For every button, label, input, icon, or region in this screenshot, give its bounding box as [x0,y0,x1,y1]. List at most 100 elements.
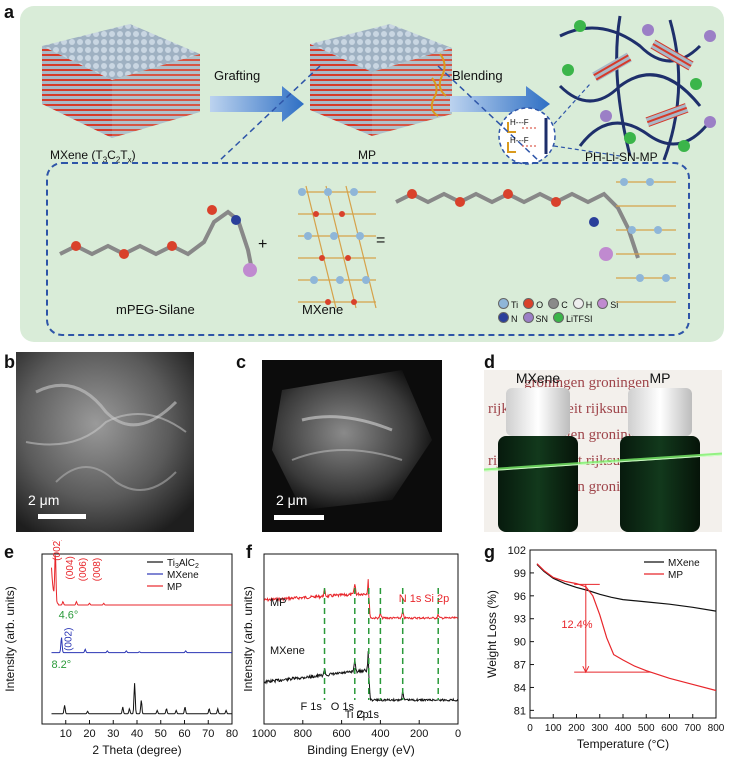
y-tick-label: 87 [514,660,526,672]
peak-label: N 1s [399,593,422,605]
y-tick-label: 81 [514,705,526,717]
legend-swatch [553,312,565,323]
legend-label: MXene [167,570,199,581]
legend-item: Si [597,298,618,312]
legend-label: LiTFSI [566,314,593,324]
panel-b-label: b [4,352,15,372]
legend-label: C [561,300,568,310]
x-tick-label: 50 [155,728,167,740]
tga-chart: 0 100 200 300 400 500 600 700 800 81 84 87 90 93 96 99 1… [485,545,725,751]
y-tick-label: 99 [514,568,526,580]
ph-li-sn-mp-caption: PH-Li-SN-MP [585,150,658,164]
vials-illustration [484,388,722,532]
x-tick-label: 0 [527,723,533,734]
x-tick-label: 300 [591,723,608,734]
mxene-caption: MXene (T3C2Tx) [50,148,136,165]
x-axis-label: Temperature (°C) [577,737,669,751]
x-tick-label: 800 [294,728,312,740]
sem-image-mxene [16,352,194,532]
legend-swatch [572,298,584,309]
series-label-mxene: MXene [270,645,305,657]
mp-caption: MP [358,148,376,162]
legend-label: Ti [511,300,519,310]
mp-angle-label: 4.6° [59,610,79,622]
vial-label-mxene: MXene [515,370,561,386]
vial-photo: groningen groningen rijksuniversiteit rij… [484,370,722,532]
legend-item: LiTFSI [553,312,593,326]
x-tick-label: 1000 [252,728,276,740]
legend-swatch [498,312,509,323]
y-axis-label: Weight Loss (%) [485,590,499,678]
y-axis-label: Intensity (arb. units) [3,586,17,691]
x-axis-label: Binding Energy (eV) [307,743,414,757]
y-axis-label: Intensity (arb. units) [244,586,255,691]
mxene-peak-label: (002) [64,628,75,651]
legend-label: N [511,314,518,324]
molecular-detail-box [46,162,690,336]
plot-frame [263,553,459,725]
mxene-lattice [298,185,377,309]
legend-item: H [572,298,592,312]
xrd-line-ti3alc2 [51,683,232,715]
x-tick-label: 0 [455,728,461,740]
plot-frame [529,549,717,719]
grafting-arrow [210,86,304,122]
legend-item: O [523,298,543,312]
peak-label: Si 2p [424,593,449,605]
y-tick-label: 96 [514,591,526,603]
legend-label: MP [167,582,182,593]
blending-arrow [450,86,550,122]
tga-line-mxene [536,564,717,612]
x-tick-label: 600 [661,723,678,734]
legend-label: SN [535,314,549,324]
peak-label: Ti 2p [345,709,369,721]
legend-swatch [597,298,609,309]
x-tick-label: 500 [638,723,655,734]
molecular-illustrations [59,178,676,309]
legend-swatch [498,298,509,309]
xps-line-mxene [263,651,459,703]
xrd-line-mxene [51,637,232,654]
x-axis-label: 2 Theta (degree) [92,743,181,757]
mxene-stack-illustration [42,24,200,138]
panel-d-label: d [484,352,495,372]
hydrogen-bond-inset [498,107,556,165]
x-tick-label: 600 [332,728,350,740]
mp-stack-illustration [310,24,452,136]
vial-label-mp: MP [649,370,671,386]
mp-peak-label: (004) [65,556,76,579]
x-tick-label: 80 [226,728,238,740]
sem-image-mp [262,360,442,532]
legend-label: Si [610,300,619,310]
scale-bar-c: 2 μm [276,492,308,508]
x-tick-label: 60 [178,728,190,740]
peak-label: O 1s [331,701,355,713]
mpeg-silane-label: mPEG-Silane [116,302,195,317]
x-tick-label: 30 [107,728,119,740]
y-tick-label: 84 [514,682,526,694]
mp-product-molecule [395,178,676,303]
x-tick-label: 200 [568,723,585,734]
legend-label: Ti3AlC2 [167,558,199,570]
panel-a-label: a [4,2,15,22]
y-tick-label: 102 [508,545,526,557]
y-tick-label: 93 [514,614,526,626]
x-tick-label: 400 [371,728,389,740]
mp-peak-label: (008) [92,558,103,581]
plus-sign: + [258,236,268,253]
legend-item: Ti [498,298,518,312]
inset-h2: H---F [510,136,529,145]
x-tick-label: 10 [60,728,72,740]
mp-peak-label: (002) [52,540,63,561]
tga-line-mp [536,563,717,692]
weight-loss-annotation: 12.4% [561,619,592,631]
x-tick-label: 200 [410,728,428,740]
legend-label: O [536,300,544,310]
mpeg-silane-molecule [59,205,257,277]
blending-label: Blending [452,68,503,83]
legend-swatch [522,312,534,323]
background-text-line: groningen groningen [524,375,650,391]
xrd-line-mp [51,554,232,606]
schematic-top-row [42,15,716,165]
x-tick-label: 400 [615,723,632,734]
